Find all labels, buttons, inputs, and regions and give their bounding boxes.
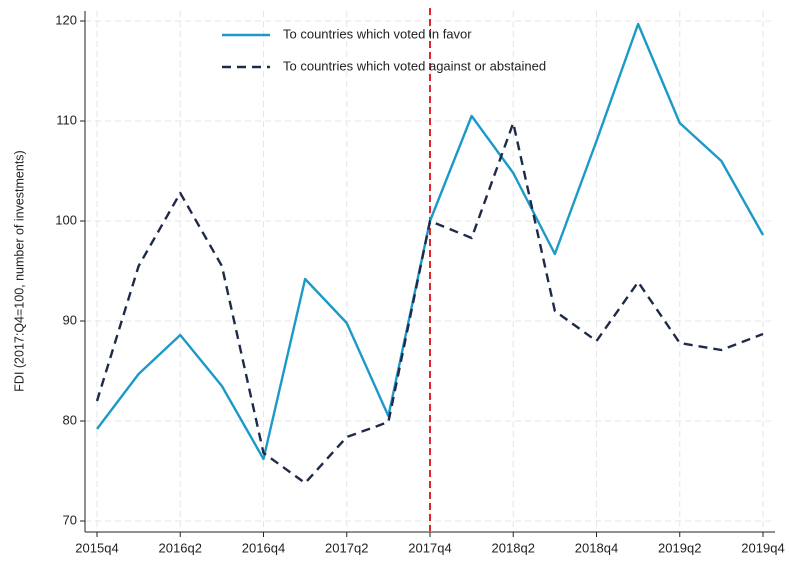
x-tick-label: 2018q2 — [492, 540, 535, 555]
y-tick-label: 90 — [63, 312, 77, 327]
x-tick-label: 2019q4 — [741, 540, 784, 555]
x-tick-label: 2015q4 — [75, 540, 118, 555]
x-tick-label: 2016q4 — [242, 540, 285, 555]
x-tick-label: 2019q2 — [658, 540, 701, 555]
x-tick-label: 2017q4 — [408, 540, 451, 555]
y-tick-label: 70 — [63, 512, 77, 527]
legend-label: To countries which voted in favor — [283, 26, 472, 41]
series-line — [95, 121, 764, 485]
x-tick-label: 2018q4 — [575, 540, 618, 555]
legend-label: To countries which voted against or abst… — [283, 58, 546, 73]
y-tick-label: 100 — [55, 212, 77, 227]
x-tick-label: 2017q2 — [325, 540, 368, 555]
y-tick-label: 80 — [63, 412, 77, 427]
x-tick-label: 2016q2 — [159, 540, 202, 555]
y-tick-label: 120 — [55, 12, 77, 27]
y-tick-label: 110 — [56, 112, 77, 127]
y-axis-label: FDI (2017:Q4=100, number of investments) — [12, 150, 26, 391]
